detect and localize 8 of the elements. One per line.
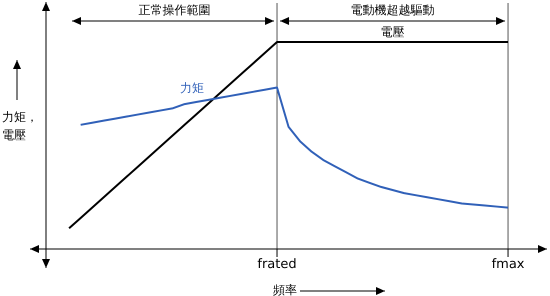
series-label: 電壓 — [380, 25, 405, 39]
x-axis-title: 頻率 — [273, 283, 297, 296]
y-axis-title: 力矩，電壓 — [2, 109, 39, 144]
x-tick-label: frated — [257, 257, 297, 272]
text: 電動機超越驅動 — [350, 3, 435, 17]
text: 正常操作範圍 — [138, 3, 211, 17]
x-tick-label: fmax — [492, 257, 525, 272]
series-label: 力矩 — [180, 81, 204, 95]
